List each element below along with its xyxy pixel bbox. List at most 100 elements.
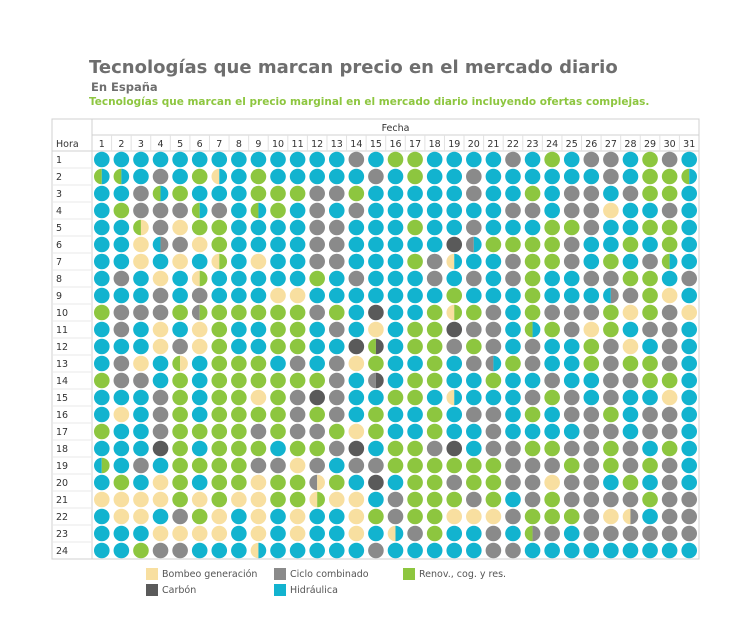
cell-dot [661, 491, 678, 508]
day-label: 19 [448, 139, 460, 150]
cell-dot [622, 355, 639, 372]
cell-dot-right-half [199, 202, 208, 219]
cell-dot [368, 270, 384, 287]
cell-dot [466, 372, 482, 389]
cell-dot [622, 491, 639, 508]
cell-dot [270, 525, 286, 542]
cell-dot [505, 321, 521, 338]
cell-dot [426, 236, 443, 253]
cell-dot [407, 304, 423, 321]
cell-dot [426, 389, 443, 406]
cell-dot [270, 304, 286, 321]
cell-dot [505, 270, 521, 287]
cell-dot [93, 355, 110, 372]
cell-dot [270, 338, 286, 355]
cell-dot [583, 304, 600, 321]
cell-dot [270, 151, 286, 168]
cell-dot [505, 287, 521, 304]
cell-dot [505, 202, 521, 219]
cell-dot [309, 202, 325, 219]
cell-dot [211, 321, 228, 338]
cell-dot [485, 304, 502, 321]
cell-dot [681, 287, 698, 304]
cell-dot [133, 474, 149, 491]
cell-dot [289, 491, 306, 508]
cell-dot [466, 151, 482, 168]
cell-dot-right-half [101, 168, 110, 185]
cell-dot [231, 321, 247, 338]
cell-dot [661, 321, 678, 338]
cell-dot [289, 168, 306, 185]
cell-dot [603, 219, 619, 236]
cell-dot [466, 457, 482, 474]
cell-dot-left-half [94, 457, 102, 474]
day-label: 17 [409, 139, 421, 150]
cell-dot [152, 457, 169, 474]
cell-dot [113, 202, 130, 219]
cell-dot-right-half [395, 525, 404, 542]
cell-dot [583, 542, 600, 559]
cell-dot [368, 168, 384, 185]
cell-dot [309, 389, 325, 406]
cell-dot [466, 168, 482, 185]
cell-dot [524, 406, 541, 423]
cell-dot [466, 406, 482, 423]
cell-dot [563, 440, 580, 457]
cell-dot [250, 406, 267, 423]
cell-dot [211, 236, 228, 253]
cell-dot [544, 525, 560, 542]
cell-dot [407, 508, 423, 525]
cell-dot [603, 236, 619, 253]
cell-dot [328, 321, 345, 338]
legend-label-carbon: Carbón [162, 584, 197, 596]
cell-dot-split [250, 542, 267, 559]
cell-dot-right-half [689, 168, 698, 185]
cell-dot [426, 355, 443, 372]
cell-dot [152, 423, 169, 440]
cell-dot [133, 389, 149, 406]
cell-dot-right-half [375, 372, 384, 389]
cell-dot-split [250, 202, 267, 219]
cell-dot [348, 525, 365, 542]
cell-dot [93, 338, 110, 355]
cell-dot [642, 219, 658, 236]
cell-dot [368, 440, 384, 457]
day-label: 9 [255, 139, 261, 150]
cell-dot [211, 151, 228, 168]
cell-dot [563, 423, 580, 440]
cell-dot [270, 474, 286, 491]
legend-label-renov: Renov., cog. y res. [419, 568, 507, 580]
cell-dot [505, 457, 521, 474]
cell-dot [328, 219, 345, 236]
cell-dot [133, 321, 149, 338]
cell-dot [387, 474, 404, 491]
cell-dot [152, 372, 169, 389]
cell-dot [485, 525, 502, 542]
cell-dot [524, 440, 541, 457]
cell-dot [250, 253, 267, 270]
cell-dot [387, 457, 404, 474]
cell-dot [172, 168, 188, 185]
cell-dot [466, 338, 482, 355]
cell-dot [681, 321, 698, 338]
cell-dot [368, 202, 384, 219]
cell-dot [309, 304, 325, 321]
cell-dot [505, 355, 521, 372]
cell-dot [289, 304, 306, 321]
cell-dot [446, 202, 463, 219]
cell-dot [231, 253, 247, 270]
cell-dot-left-half [172, 355, 181, 372]
cell-dot [505, 525, 521, 542]
cell-dot [211, 304, 228, 321]
cell-dot [250, 338, 267, 355]
cell-dot [387, 491, 404, 508]
legend-item-carbon: Carbón [146, 584, 196, 596]
cell-dot [152, 202, 169, 219]
cell-dot-split [113, 168, 130, 185]
cell-dot [544, 372, 560, 389]
cell-dot [485, 287, 502, 304]
cell-dot [661, 457, 678, 474]
cell-dot [133, 355, 149, 372]
cell-dot [622, 253, 639, 270]
cell-dot [563, 389, 580, 406]
